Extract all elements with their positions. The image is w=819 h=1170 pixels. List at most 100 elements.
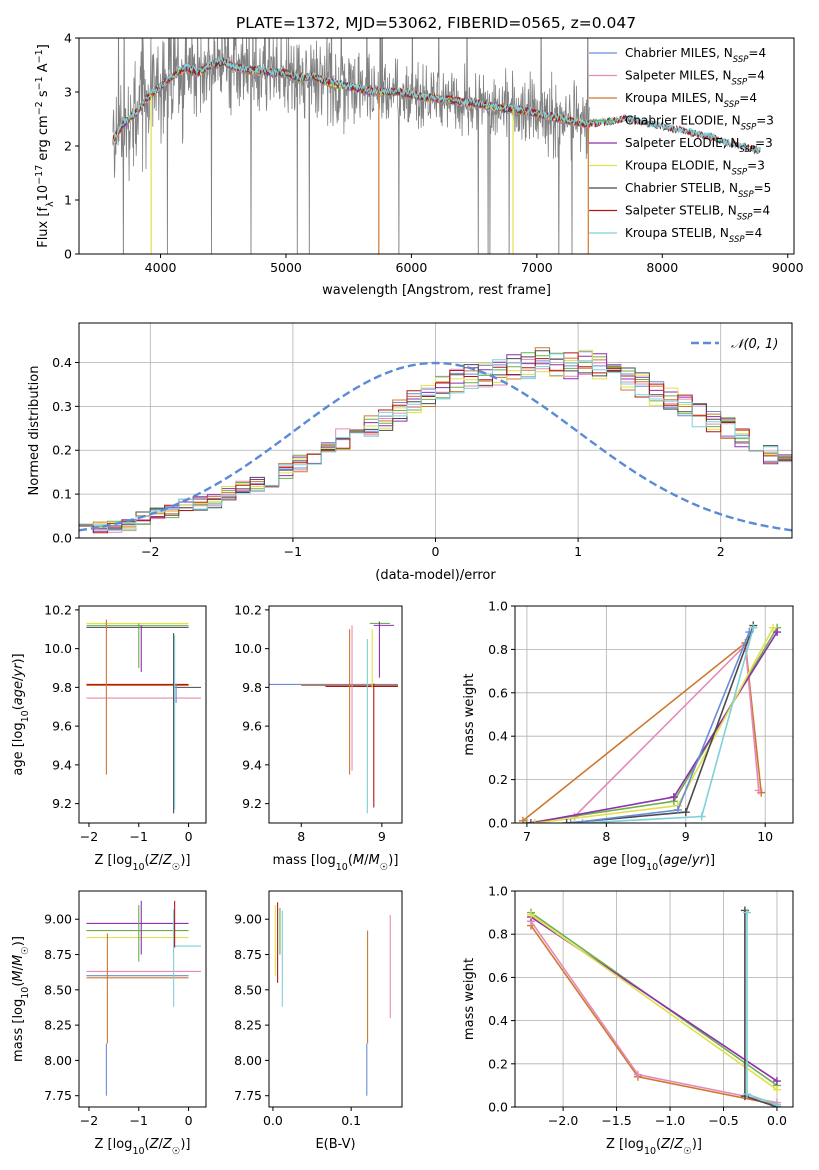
x-tick-label: 9000	[772, 260, 804, 275]
x-tick-label: 5000	[270, 260, 302, 275]
x-tick-label: 0.0	[767, 1113, 787, 1128]
z-mass-frame: −2 −1 0 7.75 8.00 8.25 8.50 8.75 9.00	[44, 890, 207, 1128]
y-tick-label: 10.2	[44, 602, 72, 617]
y-tick-label: 0.4	[488, 1013, 508, 1028]
y-tick-label: 8.00	[44, 1053, 72, 1068]
y-tick-label: 8.50	[44, 982, 72, 997]
observed-spectrum	[112, 38, 590, 254]
legend-entry: Salpeter STELIB, NSSP=4	[625, 204, 770, 223]
y-tick-label: 9.00	[234, 912, 262, 927]
histogram-salpeter-stelib	[79, 352, 792, 534]
y-tick-label: 1.0	[488, 599, 508, 614]
y-tick-label: 0.2	[52, 443, 72, 458]
weight-line	[534, 627, 774, 823]
y-tick-label: 0.1	[52, 487, 72, 502]
x-tick-label: 7	[523, 829, 531, 844]
weight-line	[530, 920, 778, 1104]
weight-point	[530, 819, 539, 823]
x-tick-label: −1	[284, 544, 302, 559]
weight-line	[746, 912, 778, 1106]
z-weight-frame: −2.0 −1.5 −1.0 −0.5 0.0 0.0 0.2 0.4 0.6 0.8 1.0	[488, 884, 794, 1128]
y-axis-label: mass weight	[462, 673, 477, 755]
axes-frame	[268, 890, 403, 1108]
spectrum-lines	[112, 38, 761, 254]
ebv-mass-frame: 0.0 0.1 7.75 8.00 8.25 8.50 8.75 9.00	[234, 890, 403, 1128]
x-tick-label: −1.0	[655, 1113, 685, 1128]
weight-line	[574, 643, 760, 818]
x-tick-label: −2	[80, 829, 98, 844]
x-tick-label: 8	[602, 829, 610, 844]
weight-point	[633, 1070, 642, 1079]
mass-age-marks	[269, 621, 398, 814]
x-axis-label: mass [log10(M/M☉)]	[273, 853, 399, 873]
y-tick-label: 9.2	[52, 796, 72, 811]
y-tick-label: 0.2	[488, 1056, 508, 1071]
x-tick-label: −1.5	[601, 1113, 631, 1128]
mass-age-frame: 8 9 9.2 9.4 9.6 9.8 10.0 10.2	[234, 602, 403, 844]
y-tick-label: 4	[64, 31, 72, 46]
x-tick-label: 8000	[646, 260, 678, 275]
x-tick-label: −1	[130, 1113, 148, 1128]
weight-point	[562, 819, 571, 823]
y-tick-label: 0.0	[52, 531, 72, 546]
y-tick-label: 0.4	[488, 729, 508, 744]
y-tick-label: 10.2	[234, 602, 262, 617]
y-tick-label: 9.4	[242, 757, 262, 772]
weight-point	[526, 819, 535, 823]
histogram-chabrier-elodie	[79, 352, 792, 528]
weight-point	[754, 786, 763, 795]
y-tick-label: 3	[64, 85, 72, 100]
y-tick-label: 10.0	[234, 641, 262, 656]
y-axis-label: age [log10(age/yr)]	[11, 653, 31, 775]
y-tick-label: 8.75	[44, 947, 72, 962]
y-tick-label: 8.75	[234, 947, 262, 962]
y-tick-label: 9.6	[52, 719, 72, 734]
axes-frame	[78, 890, 207, 1108]
y-tick-label: 7.75	[44, 1088, 72, 1103]
legend-entry: Kroupa ELODIE, NSSP=3	[625, 159, 765, 178]
z-weight-lines	[527, 906, 781, 1107]
y-tick-label: 0.8	[488, 927, 508, 942]
x-tick-label: 8	[297, 829, 305, 844]
y-tick-label: 8.00	[234, 1053, 262, 1068]
x-tick-label: −2	[80, 1113, 98, 1128]
weight-point	[578, 819, 587, 823]
residuals-axes	[79, 323, 792, 539]
x-tick-label: −1	[130, 829, 148, 844]
z-mass-marks	[86, 900, 202, 1096]
spectrum-frame: 4000 5000 6000 7000 8000 9000 0 1 2 3 4	[64, 31, 804, 276]
axes-frame	[78, 605, 207, 824]
x-axis-label: (data-model)/error	[375, 568, 496, 583]
x-tick-label: 2	[717, 544, 725, 559]
residuals-frame: −2 −1 0 1 2 0.0 0.1 0.2 0.3 0.4	[52, 322, 793, 559]
weight-point	[527, 910, 536, 919]
weight-point	[669, 792, 678, 801]
x-axis-label: Z [log10(Z/Z☉)]	[606, 1137, 702, 1157]
weight-line	[566, 625, 755, 823]
weight-point	[745, 628, 754, 637]
age-weight-lines	[518, 621, 782, 823]
x-axis-label: Z [log10(Z/Z☉)]	[95, 853, 191, 873]
weight-point	[743, 908, 752, 917]
x-tick-label: 0	[185, 1113, 193, 1128]
z-age-marks	[86, 619, 202, 814]
legend-entry: Salpeter MILES, NSSP=4	[625, 69, 765, 88]
x-tick-label: 9	[378, 829, 386, 844]
x-tick-label: −2	[141, 544, 159, 559]
y-tick-label: 8.50	[234, 982, 262, 997]
y-tick-label: 0.8	[488, 642, 508, 657]
x-axis-label: age [log10(age/yr)]	[593, 853, 715, 873]
y-tick-label: 8.25	[234, 1018, 262, 1033]
weight-point	[522, 819, 531, 823]
y-tick-label: 1	[64, 193, 72, 208]
legend-entry: Chabrier STELIB, NSSP=5	[625, 181, 771, 200]
y-tick-label: 0.0	[488, 1100, 508, 1115]
y-tick-label: 0.6	[488, 970, 508, 985]
y-tick-label: 1.0	[488, 884, 508, 899]
weight-point	[772, 1085, 781, 1094]
axes-frame	[514, 605, 794, 824]
x-axis-label: E(B-V)	[315, 1137, 355, 1152]
y-tick-label: 2	[64, 139, 72, 154]
y-tick-label: 0.6	[488, 685, 508, 700]
